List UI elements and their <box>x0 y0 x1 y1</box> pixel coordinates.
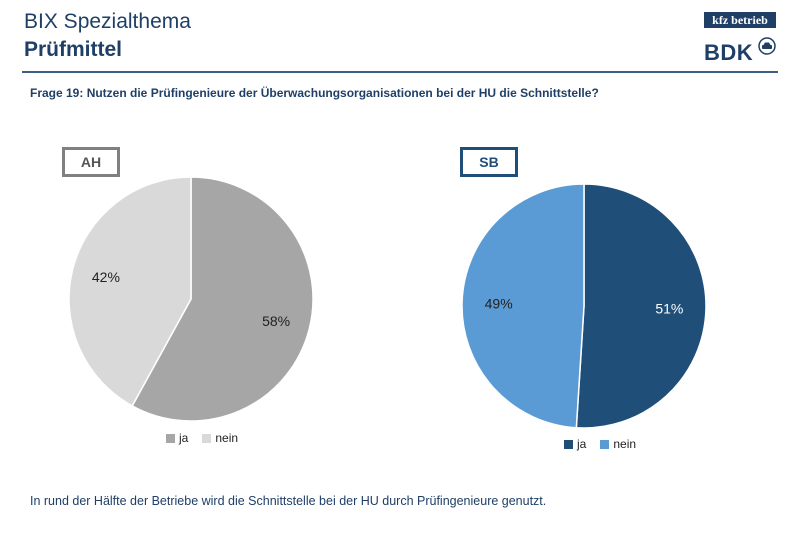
survey-question: Frage 19: Nutzen die Prüfingenieure der … <box>30 86 599 100</box>
bdk-logo: BDK <box>704 40 754 65</box>
legend-label-nein: nein <box>613 437 637 451</box>
legend-swatch-ja <box>564 439 573 449</box>
pie-slice-ja <box>131 176 314 422</box>
legend-swatch-nein <box>600 439 610 449</box>
legend-label-ja: ja <box>179 431 189 445</box>
summary-text: In rund der Hälfte der Betriebe wird die… <box>30 494 547 508</box>
data-label-nein: 49% <box>485 295 513 311</box>
chart-title-ah: AH <box>62 147 120 177</box>
data-label-ja: 51% <box>655 301 683 317</box>
data-label-nein: 42% <box>92 269 120 285</box>
data-label-ja: 58% <box>262 313 290 329</box>
header-divider <box>22 71 778 73</box>
legend-swatch-nein <box>202 433 212 443</box>
legend-ah: ja nein <box>166 431 238 445</box>
chart-title-sb: SB <box>460 147 518 177</box>
legend-label-nein: nein <box>215 431 239 445</box>
pie-slice-nein <box>68 176 192 407</box>
page-title: BIX Spezialthema <box>24 10 191 33</box>
page-subtitle: Prüfmittel <box>24 38 123 61</box>
legend-swatch-ja <box>166 433 175 443</box>
car-emblem-icon <box>758 37 776 55</box>
kfz-betrieb-logo: kfz betrieb <box>704 12 776 28</box>
legend-sb: ja nein <box>564 437 636 451</box>
pie-slice-ja <box>575 183 707 429</box>
pie-slice-nein <box>461 183 585 429</box>
legend-label-ja: ja <box>577 437 587 451</box>
